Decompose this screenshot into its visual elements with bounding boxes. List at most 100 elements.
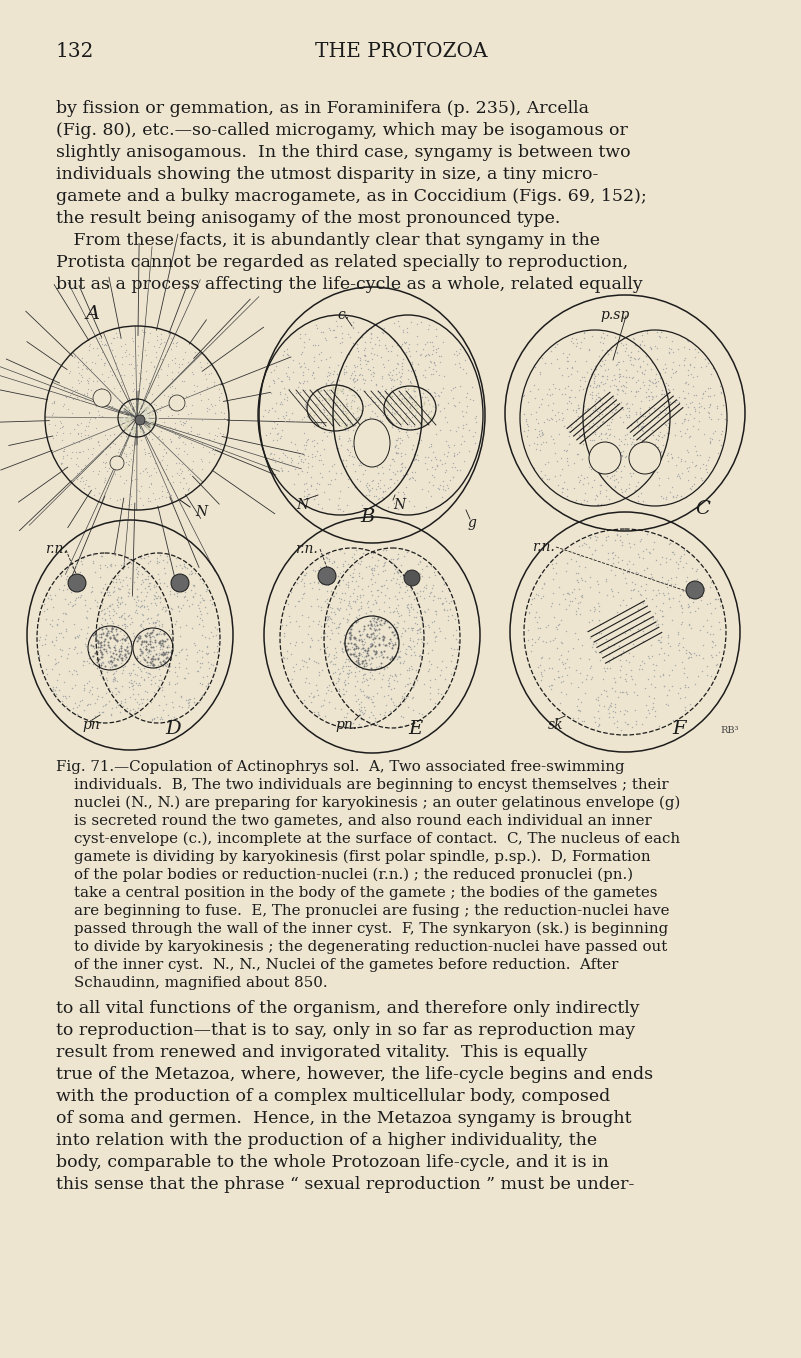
Point [135,634,147,656]
Circle shape [135,416,145,425]
Point [576,367,589,388]
Point [654,440,667,462]
Point [378,488,391,509]
Point [337,448,350,470]
Point [164,430,177,452]
Point [368,626,380,648]
Point [154,451,167,473]
Point [584,383,597,405]
Point [444,598,457,619]
Point [112,645,125,667]
Point [645,359,658,380]
Point [399,619,412,641]
Point [108,668,121,690]
Point [400,390,413,411]
Point [106,618,119,640]
Point [107,625,119,646]
Point [142,576,155,598]
Point [285,402,298,424]
Point [95,655,107,676]
Point [647,687,660,709]
Point [111,588,123,610]
Point [387,678,400,699]
Point [566,708,579,729]
Point [107,669,119,691]
Point [185,402,198,424]
Point [430,455,443,477]
Point [634,584,646,606]
Point [162,405,175,426]
Point [591,493,604,515]
Point [395,459,408,481]
Point [408,674,421,695]
Point [377,474,390,496]
Point [153,569,166,591]
Point [137,648,150,669]
Point [342,648,355,669]
Point [61,444,74,466]
Point [396,587,409,608]
Point [98,471,111,493]
Point [151,603,164,625]
Point [323,652,336,674]
Point [620,333,633,354]
Point [33,645,46,667]
Point [636,361,649,383]
Point [642,702,655,724]
Point [139,638,152,660]
Point [517,386,529,407]
Point [114,409,127,430]
Point [336,331,349,353]
Point [437,397,450,418]
Point [143,382,155,403]
Point [388,623,401,645]
Point [595,447,608,469]
Point [417,610,429,631]
Point [312,394,324,416]
Point [155,644,168,665]
Circle shape [629,441,661,474]
Point [448,661,461,683]
Point [403,576,416,598]
Point [340,448,352,470]
Point [373,703,386,725]
Point [126,439,139,460]
Point [144,672,157,694]
Point [394,371,407,392]
Point [89,705,102,727]
Point [97,638,110,660]
Point [56,610,69,631]
Point [601,686,614,708]
Point [403,386,416,407]
Point [703,406,716,428]
Point [160,574,173,596]
Point [395,335,408,357]
Point [130,630,143,652]
Point [277,340,290,361]
Point [312,399,325,421]
Text: nuclei (N., N.) are preparing for karyokinesis ; an outer gelatinous envelope (g: nuclei (N., N.) are preparing for karyok… [74,796,680,811]
Point [661,428,674,449]
Point [111,629,123,650]
Point [426,335,439,357]
Point [151,648,164,669]
Point [107,663,119,684]
Point [571,598,584,619]
Point [365,634,378,656]
Point [147,618,160,640]
Point [99,467,111,489]
Point [622,448,635,470]
Point [178,411,191,433]
Point [543,467,556,489]
Point [118,471,131,493]
Point [643,369,656,391]
Point [156,596,169,618]
Point [356,584,369,606]
Point [631,562,644,584]
Point [100,451,113,473]
Point [372,550,384,572]
Point [535,421,548,443]
Point [674,467,686,489]
Point [135,391,147,413]
Point [316,390,328,411]
